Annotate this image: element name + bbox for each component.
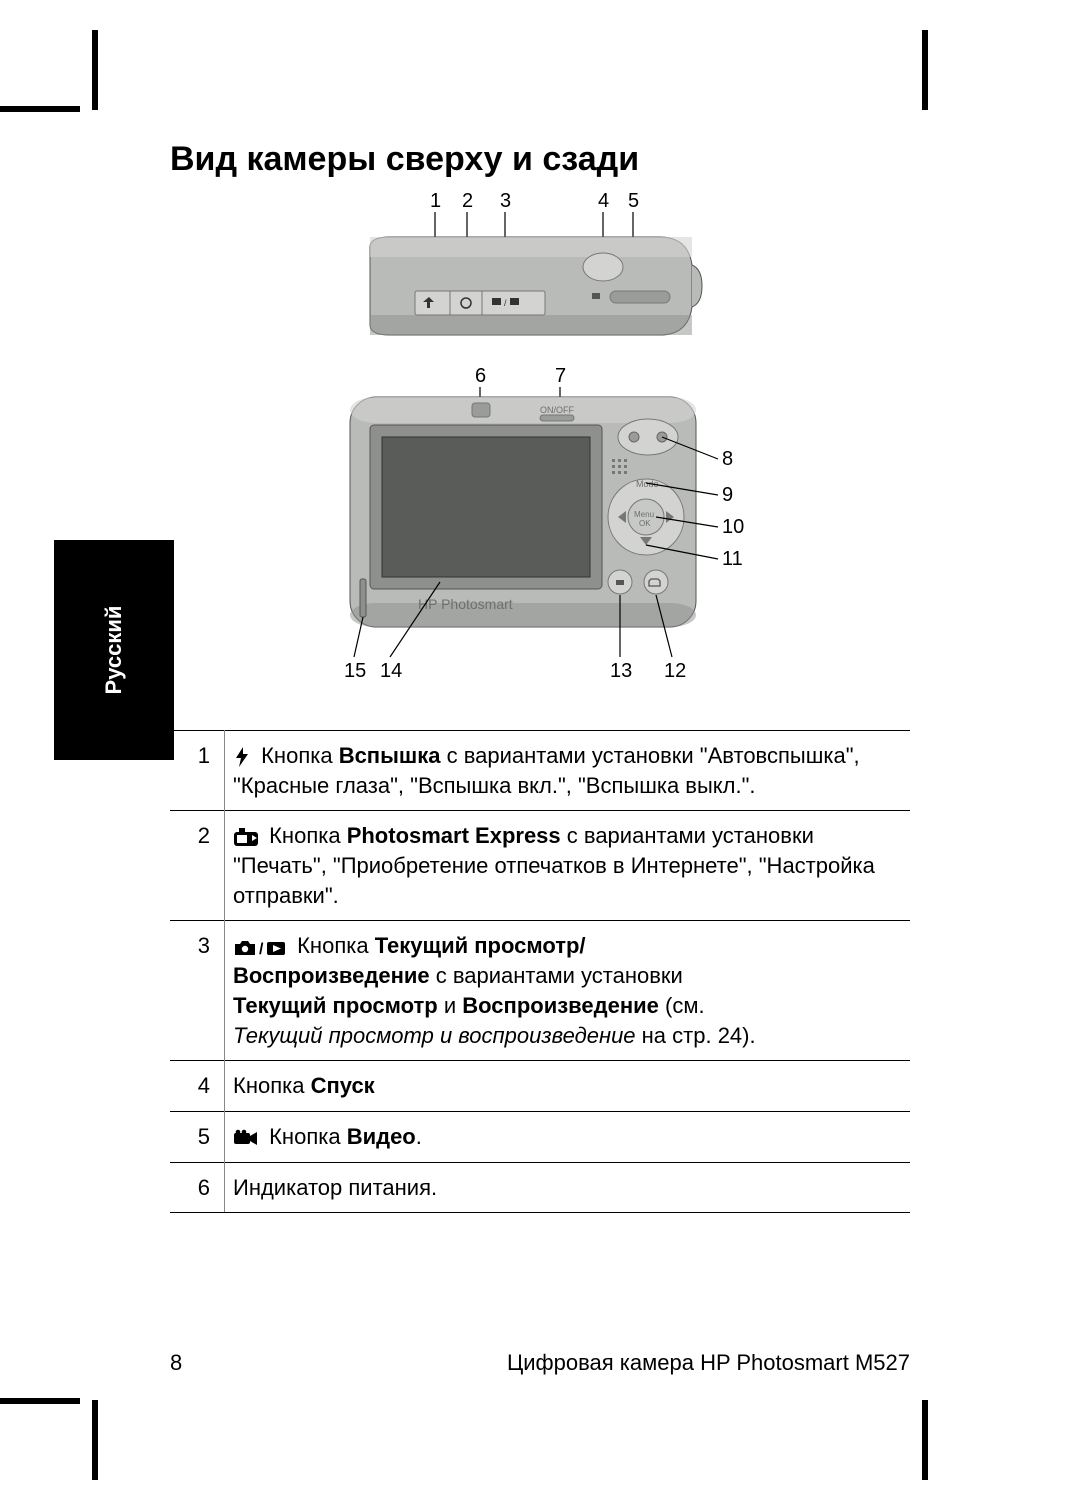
- footer-title: Цифровая камера HP Photosmart M527: [507, 1350, 910, 1376]
- text-fragment: Кнопка: [291, 933, 375, 958]
- express-icon: [233, 823, 263, 848]
- text-fragment: Воспроизведение: [462, 993, 659, 1018]
- crop-mark: [92, 30, 98, 110]
- callout-9: 9: [722, 484, 733, 506]
- row-desc: Кнопка Вспышка с вариантами установки "А…: [225, 731, 911, 811]
- row-desc: / Кнопка Текущий просмотр/Воспроизведени…: [225, 921, 911, 1061]
- text-fragment: Кнопка: [255, 743, 339, 768]
- text-fragment: Кнопка: [233, 1073, 311, 1098]
- callout-14: 14: [380, 660, 402, 682]
- text-fragment: с вариантами установки: [430, 963, 683, 988]
- onoff-label: ON/OFF: [540, 405, 574, 415]
- ok-label: OK: [639, 519, 651, 528]
- table-row: 5 Кнопка Видео.: [170, 1111, 910, 1162]
- page-number: 8: [170, 1350, 182, 1376]
- text-fragment: Видео: [347, 1124, 416, 1149]
- callout-2: 2: [462, 190, 473, 212]
- row-number: 2: [170, 811, 225, 921]
- text-fragment: Вспышка: [339, 743, 441, 768]
- row-desc: Кнопка Photosmart Express с вариантами у…: [225, 811, 911, 921]
- camera-diagram: 1 2 3 4 5: [300, 187, 780, 712]
- callout-12: 12: [664, 660, 686, 682]
- text-fragment: Спуск: [311, 1073, 375, 1098]
- camplay-icon: /: [233, 933, 291, 958]
- callout-3: 3: [500, 190, 511, 212]
- flash-icon: [233, 743, 255, 768]
- callout-8: 8: [722, 448, 733, 470]
- language-tab: Русский: [54, 540, 174, 760]
- callout-11: 11: [722, 548, 743, 570]
- text-fragment: и: [438, 993, 463, 1018]
- row-number: 5: [170, 1111, 225, 1162]
- table-row: 4Кнопка Спуск: [170, 1061, 910, 1112]
- text-fragment: на стр. 24).: [636, 1023, 756, 1048]
- text-fragment: Photosmart Express: [347, 823, 561, 848]
- video-icon: [233, 1124, 263, 1149]
- callout-1: 1: [430, 190, 441, 212]
- brand-label: HP Photosmart: [418, 596, 513, 612]
- table-row: 1 Кнопка Вспышка с вариантами установки …: [170, 731, 910, 811]
- text-fragment: (см.: [659, 993, 705, 1018]
- callout-6: 6: [475, 365, 486, 387]
- language-tab-text: Русский: [101, 606, 127, 695]
- text-fragment: .: [416, 1124, 422, 1149]
- callout-10: 10: [722, 516, 744, 538]
- text-fragment: Воспроизведение: [233, 963, 430, 988]
- callout-15: 15: [344, 660, 366, 682]
- crop-mark: [92, 1400, 98, 1480]
- text-fragment: Кнопка: [263, 823, 347, 848]
- row-number: 1: [170, 731, 225, 811]
- page-footer: 8 Цифровая камера HP Photosmart M527: [170, 1350, 910, 1376]
- svg-text:/: /: [259, 941, 264, 958]
- crop-mark: [922, 30, 928, 110]
- row-number: 4: [170, 1061, 225, 1112]
- page-heading: Вид камеры сверху и сзади: [170, 140, 910, 179]
- text-fragment: Текущий просмотр и воспроизведение: [233, 1023, 636, 1048]
- callout-13: 13: [610, 660, 632, 682]
- text-fragment: Кнопка: [263, 1124, 347, 1149]
- row-number: 6: [170, 1162, 225, 1213]
- callout-7: 7: [555, 365, 566, 387]
- crop-mark: [0, 1398, 80, 1404]
- parts-table: 1 Кнопка Вспышка с вариантами установки …: [170, 730, 910, 1213]
- callout-4: 4: [598, 190, 609, 212]
- crop-mark: [0, 106, 80, 112]
- text-fragment: Текущий просмотр/: [375, 933, 586, 958]
- text-fragment: Индикатор питания.: [233, 1175, 437, 1200]
- table-row: 2 Кнопка Photosmart Express с вариантами…: [170, 811, 910, 921]
- callout-5: 5: [628, 190, 639, 212]
- row-desc: Индикатор питания.: [225, 1162, 911, 1213]
- row-desc: Кнопка Видео.: [225, 1111, 911, 1162]
- table-row: 3/ Кнопка Текущий просмотр/Воспроизведен…: [170, 921, 910, 1061]
- row-desc: Кнопка Спуск: [225, 1061, 911, 1112]
- table-row: 6 Индикатор питания.: [170, 1162, 910, 1213]
- menu-label: Menu: [634, 510, 654, 519]
- row-number: 3: [170, 921, 225, 1061]
- crop-mark: [922, 1400, 928, 1480]
- text-fragment: Текущий просмотр: [233, 993, 438, 1018]
